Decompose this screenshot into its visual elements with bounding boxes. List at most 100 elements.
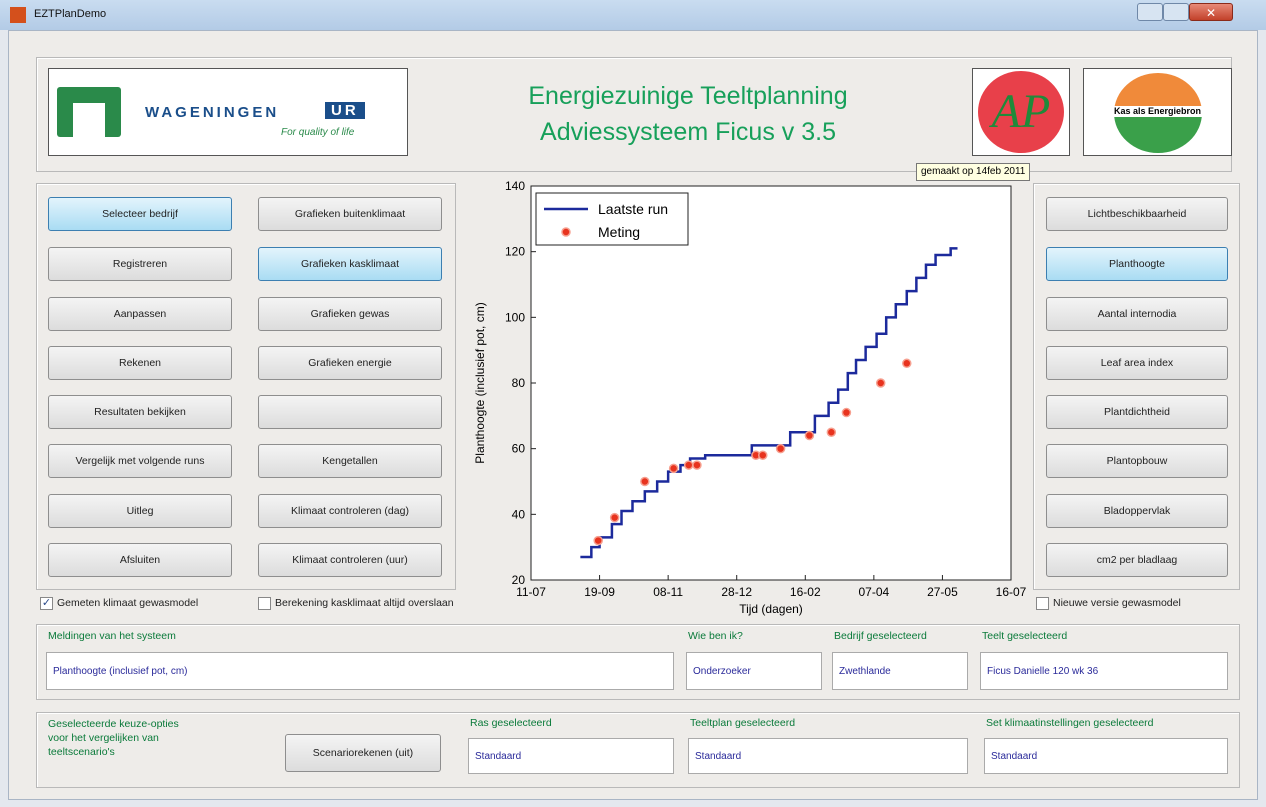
y-tick-label: 20 — [512, 573, 526, 587]
kas-text: Kas als Energiebron — [1086, 106, 1229, 116]
x-tick-label: 08-11 — [653, 585, 683, 599]
scenario-panel — [36, 712, 1240, 788]
button[interactable]: Aantal internodia — [1046, 297, 1228, 331]
y-tick-label: 60 — [512, 442, 526, 456]
left-button-panel — [36, 183, 456, 590]
button[interactable]: Kengetallen — [258, 444, 442, 478]
ap-mark: AP — [978, 71, 1064, 153]
legend-label: Meting — [598, 224, 640, 240]
button[interactable]: Grafieken kasklimaat — [258, 247, 442, 281]
data-point — [609, 512, 620, 523]
button[interactable]: Resultaten bekijken — [48, 395, 232, 429]
status-panel — [36, 624, 1240, 700]
title-bar: EZTPlanDemo ✕ — [0, 0, 1266, 30]
data-point — [775, 443, 786, 454]
plot-area — [530, 185, 1012, 581]
x-tick-label: 07-04 — [859, 585, 890, 599]
button[interactable]: Grafieken gewas — [258, 297, 442, 331]
window-title: EZTPlanDemo — [34, 8, 107, 20]
button[interactable]: Grafieken energie — [258, 346, 442, 380]
data-line — [580, 247, 958, 559]
button[interactable]: Vergelijk met volgende runs — [48, 444, 232, 478]
data-point — [668, 463, 679, 474]
close-button[interactable]: ✕ — [1189, 3, 1233, 21]
x-tick-label: 16-07 — [996, 585, 1027, 599]
button[interactable]: Planthoogte — [1046, 247, 1228, 281]
button[interactable]: Lichtbeschikbaarheid — [1046, 197, 1228, 231]
button[interactable]: Aanpassen — [48, 297, 232, 331]
button[interactable]: Bladoppervlak — [1046, 494, 1228, 528]
y-tick-label: 40 — [512, 507, 526, 521]
data-point — [804, 430, 815, 441]
field-label: Ras geselecteerd — [470, 717, 552, 729]
field-value: Zwethlande — [832, 652, 968, 690]
data-point — [692, 460, 702, 470]
button[interactable]: Rekenen — [48, 346, 232, 380]
field-label: Teelt geselecteerd — [982, 630, 1068, 642]
wageningen-logo: WAGENINGEN UR For quality of life — [48, 68, 408, 156]
checkbox-label: Gemeten klimaat gewasmodel — [57, 597, 199, 609]
field-value: Standaard — [468, 738, 674, 774]
field-label: Meldingen van het systeem — [48, 630, 176, 642]
legend-box — [535, 192, 689, 246]
button[interactable]: Klimaat controleren (dag) — [258, 494, 442, 528]
field-value: Ficus Danielle 120 wk 36 — [980, 652, 1228, 690]
x-tick-label: 16-02 — [790, 585, 821, 599]
data-point — [875, 378, 886, 388]
kas-logo: Kas als Energiebron — [1083, 68, 1232, 156]
button[interactable]: Registreren — [48, 247, 232, 281]
app-title: Energiezuinige Teeltplanning Adviessyste… — [440, 78, 936, 150]
title-line: Adviessysteem Ficus v 3.5 — [540, 118, 836, 146]
x-tick-label: 28-12 — [721, 585, 752, 599]
data-point — [902, 358, 912, 369]
checkbox[interactable] — [258, 597, 271, 610]
data-point — [593, 535, 603, 546]
field-label: Set klimaatinstellingen geselecteerd — [986, 717, 1154, 729]
checkbox-label: Nieuwe versie gewasmodel — [1053, 597, 1181, 609]
right-button-panel — [1033, 183, 1240, 590]
field-value: Onderzoeker — [686, 652, 822, 690]
button[interactable]: Uitleg — [48, 494, 232, 528]
field-value: Planthoogte (inclusief pot, cm) — [46, 652, 674, 690]
button[interactable]: cm2 per bladlaag — [1046, 543, 1228, 577]
button[interactable] — [258, 395, 442, 429]
button[interactable]: Scenariorekenen (uit) — [285, 734, 441, 772]
tooltip: gemaakt op 14feb 2011 — [916, 163, 1031, 181]
data-point — [841, 407, 852, 418]
data-point — [640, 476, 650, 487]
x-tick-label: 19-09 — [584, 585, 615, 599]
ap-logo: AP — [972, 68, 1070, 156]
title-line: Energiezuinige Teeltplanning — [528, 82, 848, 110]
x-tick-label: 27-05 — [927, 585, 958, 599]
button[interactable]: Plantdichtheid — [1046, 395, 1228, 429]
logo-gate-opening — [73, 103, 105, 137]
button[interactable]: Klimaat controleren (uur) — [258, 543, 442, 577]
y-axis-label: Planthoogte (inclusief pot, cm) — [473, 302, 487, 463]
button[interactable]: Afsluiten — [48, 543, 232, 577]
button[interactable]: Grafieken buitenklimaat — [258, 197, 442, 231]
checkbox-label: Berekening kasklimaat altijd overslaan — [275, 597, 454, 609]
scenario-text: Geselecteerde keuze-opties — [48, 718, 179, 730]
field-value: Standaard — [984, 738, 1228, 774]
button[interactable]: Leaf area index — [1046, 346, 1228, 380]
y-tick-label: 120 — [505, 245, 525, 259]
field-label: Teeltplan geselecteerd — [690, 717, 796, 729]
minimize-button[interactable] — [1137, 3, 1163, 21]
logo-suffix: UR — [325, 102, 365, 119]
legend-swatch — [561, 227, 571, 237]
logo-name: WAGENINGEN — [145, 104, 280, 121]
data-point — [826, 427, 837, 437]
data-point — [758, 450, 768, 460]
y-tick-label: 140 — [505, 179, 525, 193]
maximize-button[interactable] — [1163, 3, 1189, 21]
button[interactable]: Selecteer bedrijf — [48, 197, 232, 231]
field-label: Wie ben ik? — [688, 630, 743, 642]
x-axis-label: Tijd (dagen) — [739, 602, 803, 616]
checkbox[interactable]: ✓ — [40, 597, 53, 610]
button[interactable]: Plantopbouw — [1046, 444, 1228, 478]
checkbox[interactable] — [1036, 597, 1049, 610]
y-tick-label: 80 — [512, 376, 526, 390]
logo-tagline: For quality of life — [281, 127, 355, 138]
